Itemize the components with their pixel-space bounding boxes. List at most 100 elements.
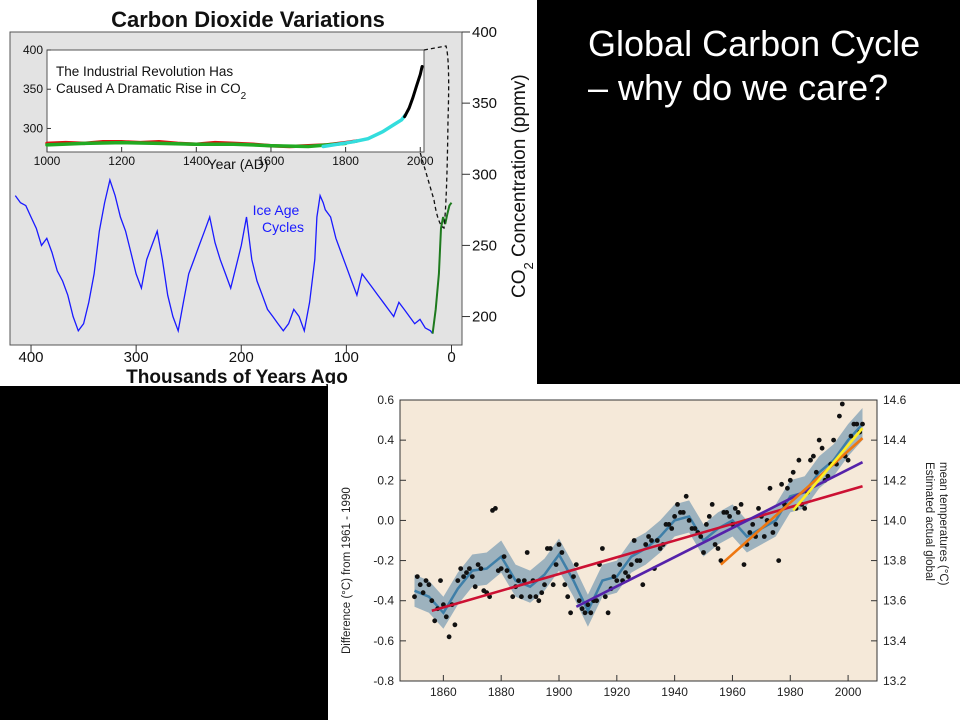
temp-point	[469, 574, 475, 579]
temp-point	[516, 578, 521, 583]
temp-point	[461, 574, 466, 579]
temp-point	[507, 574, 513, 579]
temp-point	[825, 473, 831, 479]
temp-y-tick-label: -0.8	[373, 674, 394, 688]
temp-point	[672, 514, 677, 519]
inset-x-tick-label: 1200	[108, 154, 135, 168]
temp-uncertainty-band	[414, 408, 863, 629]
co2-y-tick-label: 250	[472, 237, 497, 254]
temp-point	[643, 542, 649, 547]
temp-point	[750, 522, 756, 527]
temp-point	[472, 584, 478, 590]
slide-title: Global Carbon Cycle – why do we care?	[588, 23, 921, 108]
temp-point	[819, 445, 825, 451]
co2-x-tick-label: 400	[19, 349, 44, 366]
temp-point	[605, 610, 611, 616]
temp-point	[747, 530, 753, 535]
co2-y-tick-label: 300	[472, 166, 497, 183]
temp-x-tick-label: 2000	[835, 685, 862, 699]
co2-y-ticks: 200 250 300 350 400	[462, 24, 497, 326]
temp-point	[724, 510, 730, 515]
temp-point	[839, 401, 845, 407]
co2-y-tick-label: 350	[472, 95, 497, 112]
temp-y-tick-label: 0.0	[377, 513, 394, 527]
temp-point	[573, 562, 579, 567]
temp-y-tick-label-right: 14.0	[883, 513, 907, 527]
temp-y-axis-label-right-line2: mean temperatures (°C)	[937, 462, 949, 586]
temp-point	[727, 514, 732, 519]
temp-point	[562, 582, 568, 588]
temp-point	[813, 469, 819, 475]
inset-title-line1: The Industrial Revolution Has	[56, 64, 233, 79]
temp-y-tick-label-right: 14.4	[883, 433, 907, 447]
temp-point	[808, 457, 813, 463]
temp-point	[576, 598, 582, 604]
temp-point	[443, 614, 449, 620]
temp-point	[628, 562, 634, 567]
temp-point	[675, 502, 680, 507]
temp-point	[527, 594, 533, 600]
temp-y-tick-label-right: 14.2	[883, 473, 907, 487]
temp-point	[611, 574, 617, 579]
temp-point	[860, 421, 865, 427]
temp-point	[709, 502, 715, 507]
temp-point	[787, 477, 793, 483]
temp-point	[559, 550, 565, 555]
temp-y-tick-label-right: 13.8	[883, 554, 907, 568]
temp-point	[779, 481, 784, 487]
temp-y-ticks: -0.8 -0.6 -0.4 -0.2 0.0 0.2 0.4 0.6	[373, 393, 406, 688]
temp-point	[614, 578, 620, 583]
temp-y-tick-label: -0.2	[373, 554, 394, 568]
inset-x-ticks: 1000 1200 1400 1600 1800 2000	[34, 147, 434, 168]
inset-series-line-2	[45, 140, 348, 149]
temp-point	[458, 566, 464, 571]
inset-x-tick-label: 1400	[183, 154, 210, 168]
temp-point	[568, 610, 573, 616]
co2-series-line-1	[14, 177, 434, 334]
inset-x-tick-label: 2000	[407, 154, 434, 168]
temp-point	[683, 493, 689, 499]
temp-point	[493, 506, 498, 511]
temp-y-tick-label-right: 14.6	[883, 393, 907, 407]
temp-point	[649, 538, 654, 543]
temp-point	[432, 618, 438, 624]
temp-point	[623, 570, 628, 575]
temp-trend-lines	[431, 427, 864, 612]
temp-point	[414, 574, 420, 579]
temp-y-tick-label-right: 13.6	[883, 594, 907, 608]
temp-y-tick-label: -0.6	[373, 634, 394, 648]
temp-point	[519, 594, 524, 600]
temp-y-tick-label-right: 13.4	[883, 634, 907, 648]
temp-x-tick-label: 1880	[488, 685, 515, 699]
temp-point	[510, 594, 516, 600]
temp-point	[669, 526, 675, 531]
inset-x-tick-label: 1800	[332, 154, 359, 168]
temp-point	[475, 562, 481, 567]
temp-point	[539, 590, 545, 596]
inset-x-tick-label: 1000	[34, 154, 61, 168]
temp-point	[588, 610, 594, 616]
temp-point	[854, 421, 860, 427]
temp-point	[426, 582, 432, 588]
inset-series-line-4	[403, 65, 424, 119]
temp-point	[478, 566, 484, 571]
co2-chart-title: Carbon Dioxide Variations	[111, 7, 385, 32]
temp-point	[542, 582, 547, 588]
temp-point	[816, 437, 822, 443]
temp-point	[565, 594, 571, 600]
temp-point	[547, 546, 553, 551]
temp-y-axis-label-right-line1: Estimated actual global	[923, 462, 935, 581]
temp-point	[701, 550, 706, 555]
temp-point	[626, 574, 631, 579]
temp-y-tick-label: 0.6	[377, 393, 394, 407]
temp-point	[464, 570, 469, 575]
inset-y-tick-label: 400	[23, 43, 43, 57]
co2-x-ticks: 400 300 200 100 0	[19, 345, 456, 366]
temp-point	[446, 634, 452, 640]
temp-point	[600, 546, 605, 551]
temp-point	[657, 546, 663, 551]
temp-point	[412, 594, 417, 600]
temp-point	[741, 562, 747, 567]
temp-point	[692, 526, 698, 531]
co2-series-group	[14, 177, 453, 334]
